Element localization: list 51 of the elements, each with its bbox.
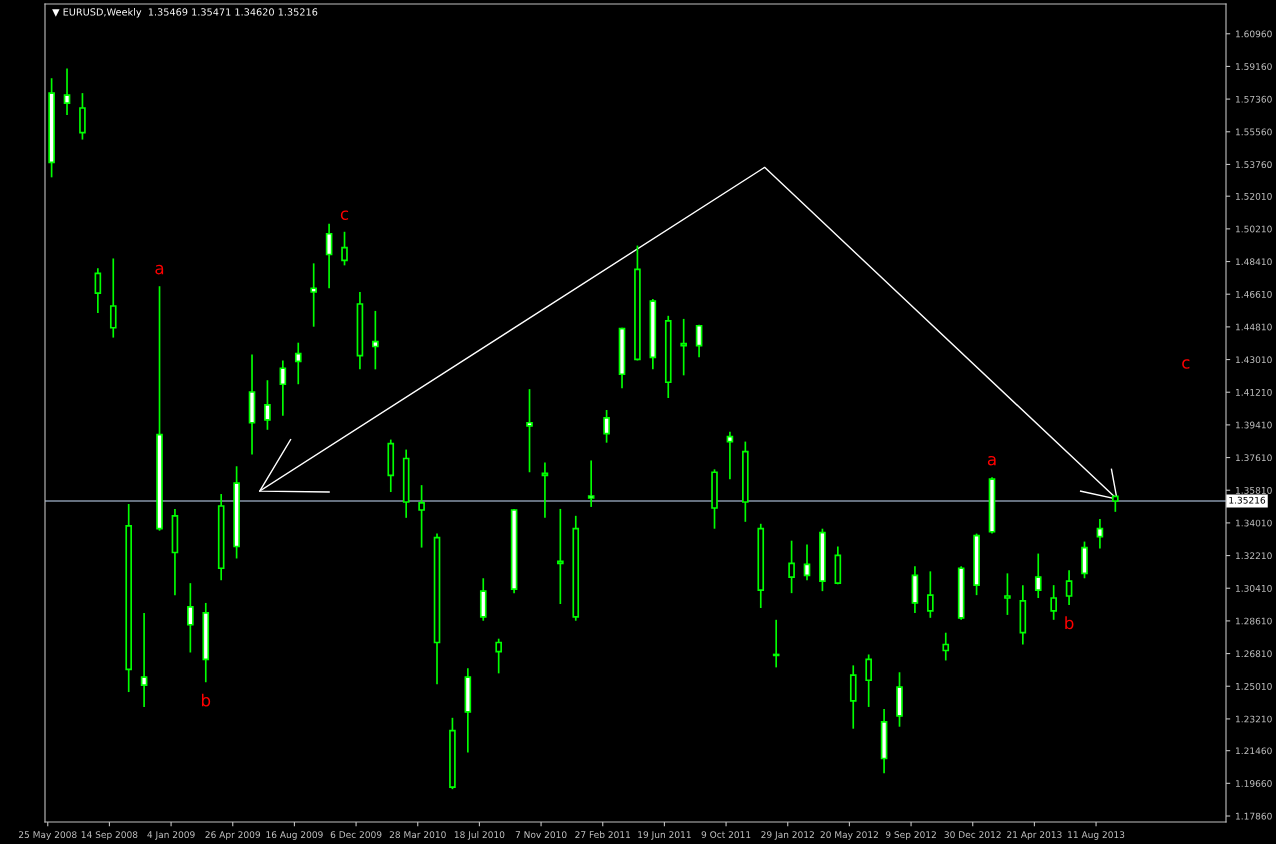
- y-tick-label: 1.57360: [1236, 95, 1272, 103]
- y-tick-label: 1.34010: [1236, 519, 1272, 527]
- y-tick-label: 1.32210: [1236, 552, 1272, 560]
- annotation: b: [1065, 616, 1074, 630]
- y-tick-label: 1.25010: [1236, 682, 1272, 690]
- x-tick-label: 20 May 2012: [820, 831, 878, 840]
- y-tick-label: 1.21460: [1236, 747, 1272, 755]
- annotation: c: [1182, 359, 1190, 369]
- y-tick-label: 1.48410: [1236, 258, 1272, 266]
- x-tick-label: 16 Aug 2009: [266, 831, 323, 840]
- y-tick-label: 1.55560: [1236, 128, 1272, 136]
- y-tick-label: 1.28610: [1236, 617, 1272, 625]
- y-tick-label: 1.44810: [1236, 323, 1272, 331]
- annotation: c: [340, 210, 349, 220]
- y-tick-label: 1.60960: [1236, 30, 1272, 38]
- x-tick-label: 26 Apr 2009: [205, 831, 261, 840]
- y-tick-label: 1.19660: [1236, 780, 1272, 787]
- y-tick-label: 1.37610: [1236, 454, 1272, 462]
- x-tick-label: 19 Jun 2011: [638, 831, 691, 840]
- x-tick-label: 7 Nov 2010: [515, 831, 567, 839]
- annotation: a: [155, 264, 164, 275]
- x-tick-label: 21 Apr 2013: [1007, 831, 1062, 840]
- ref-line-label: 1.35216: [1229, 496, 1266, 504]
- y-tick-label: 1.17860: [1236, 812, 1272, 820]
- x-tick-label: 11 Aug 2013: [1068, 831, 1125, 840]
- x-tick-label: 28 Mar 2010: [389, 831, 446, 839]
- y-tick-label: 1.26810: [1236, 650, 1272, 658]
- x-tick-label: 29 Jan 2012: [761, 831, 814, 840]
- annotation: b: [201, 693, 211, 707]
- y-tick-label: 1.23210: [1236, 715, 1272, 723]
- chart-title: ▼ EURUSD,Weekly 1.35469 1.35471 1.34620 1.35216: [52, 8, 318, 18]
- y-tick-label: 1.41210: [1236, 388, 1272, 396]
- y-tick-label: 1.30410: [1236, 584, 1272, 592]
- y-tick-label: 1.53760: [1236, 161, 1272, 168]
- x-tick-label: 18 Jul 2010: [454, 831, 505, 840]
- x-tick-label: 9 Oct 2011: [701, 831, 751, 839]
- y-tick-label: 1.50210: [1236, 225, 1272, 233]
- x-tick-label: 6 Dec 2009: [330, 831, 382, 839]
- x-tick-label: 30 Dec 2012: [944, 831, 1001, 839]
- x-tick-label: 9 Sep 2012: [885, 831, 936, 840]
- y-tick-label: 1.59160: [1236, 63, 1272, 70]
- x-tick-label: 27 Feb 2011: [575, 831, 630, 839]
- x-tick-label: 25 May 2008: [18, 831, 77, 840]
- y-tick-label: 1.39410: [1236, 421, 1272, 429]
- y-tick-label: 1.52010: [1236, 192, 1272, 200]
- y-tick-label: 1.43010: [1236, 356, 1272, 364]
- y-tick-label: 1.46610: [1236, 290, 1272, 298]
- x-tick-label: 14 Sep 2008: [81, 831, 138, 840]
- x-tick-label: 4 Jan 2009: [147, 831, 195, 840]
- annotation: a: [987, 455, 996, 466]
- y-tick-label: 1.35810: [1236, 486, 1272, 494]
